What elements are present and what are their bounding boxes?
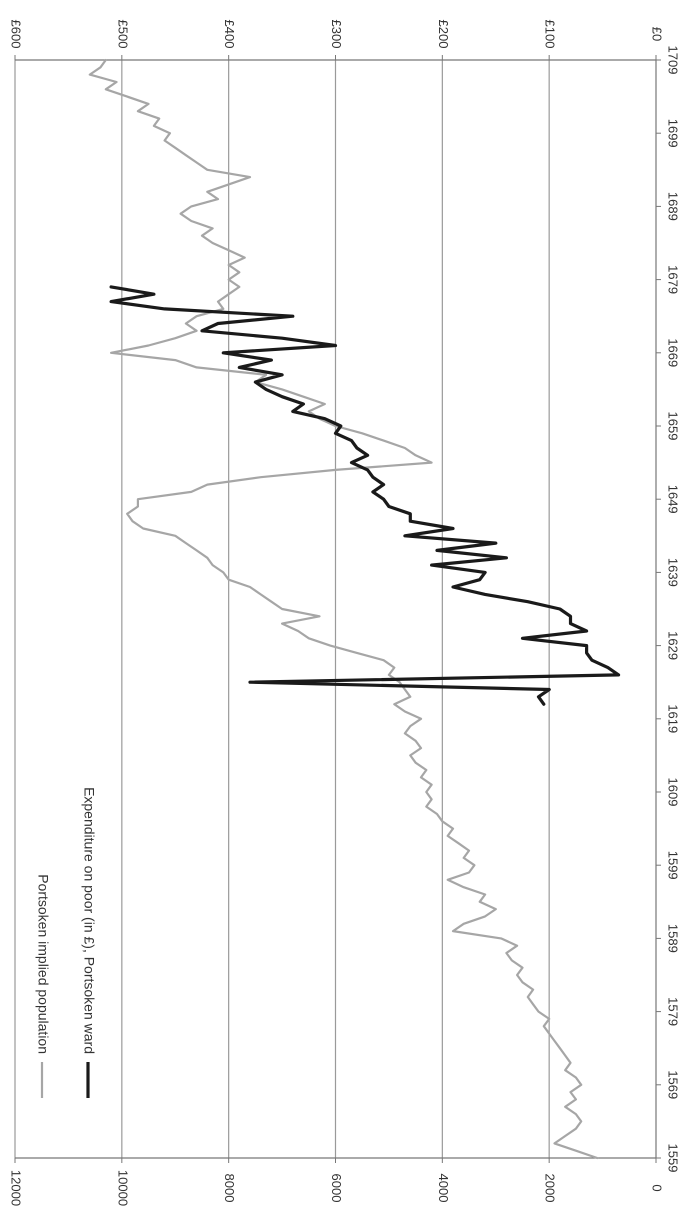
x-tick-label: 1599: [666, 851, 681, 880]
x-tick-label: 1669: [666, 338, 681, 367]
y2-tick-label: £600: [9, 20, 24, 49]
series-line-population: [88, 58, 599, 1160]
y-tick-label: 4000: [436, 1174, 451, 1203]
series-line-expenditure: [109, 285, 621, 706]
y2-tick-label: £400: [222, 20, 237, 49]
x-tick-label: 1569: [666, 1070, 681, 1099]
axes: 1559 1569 1579 1589 1599 1609 1619 1629 1639 1649…: [9, 20, 681, 1207]
x-tick-label: 1689: [666, 192, 681, 221]
x-tick-label: 1709: [666, 46, 681, 75]
y2-tick-label: £100: [543, 20, 558, 49]
x-tick-label: 1659: [666, 412, 681, 441]
series-lines: [88, 58, 621, 1160]
x-tick-label: 1609: [666, 778, 681, 807]
legend-label: Portsoken implied population: [35, 874, 51, 1054]
y-tick-label: 2000: [543, 1174, 558, 1203]
y2-tick-label: £200: [436, 20, 451, 49]
x-tick-label: 1629: [666, 631, 681, 660]
y-tick-label: 10000: [115, 1170, 130, 1206]
legend: Portsoken implied population Expenditure …: [35, 787, 97, 1098]
y-tick-label: 0: [650, 1184, 665, 1191]
x-tick-label: 1559: [666, 1144, 681, 1173]
x-tick-label: 1579: [666, 997, 681, 1026]
legend-label: Expenditure on poor (in £), Portsoken wa…: [81, 787, 97, 1054]
y-tick-label: 6000: [329, 1174, 344, 1203]
y-tick-label: 12000: [9, 1170, 24, 1206]
gridlines: [14, 60, 550, 1158]
y2-tick-label: £500: [115, 20, 130, 49]
y-tick-label: 8000: [222, 1174, 237, 1203]
x-tick-label: 1679: [666, 265, 681, 294]
y2-tick-label: £300: [329, 20, 344, 49]
x-tick-label: 1619: [666, 704, 681, 733]
x-tick-label: 1589: [666, 924, 681, 953]
x-tick-label: 1649: [666, 485, 681, 514]
y2-tick-label: £0: [650, 27, 665, 41]
x-tick-label: 1699: [666, 119, 681, 148]
x-tick-label: 1639: [666, 558, 681, 587]
